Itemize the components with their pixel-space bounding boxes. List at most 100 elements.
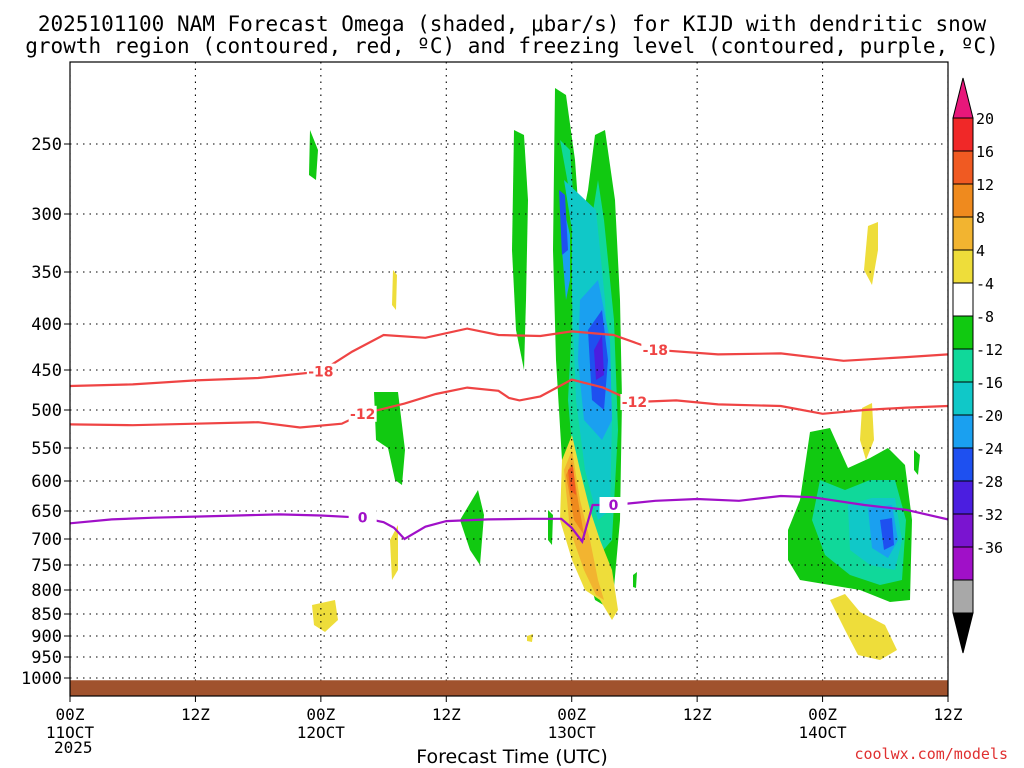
contour-label-bg [348,405,377,422]
colorbar-arrow-top [952,77,974,119]
y-tick-label: 350 [31,263,62,283]
x-tick-label: 00Z [557,705,586,724]
y-tick-label: 550 [31,439,62,459]
omega-region [880,518,894,550]
y-tick-label: 800 [31,581,62,601]
contour-line [70,327,948,388]
omega-shading [309,88,920,660]
ground-surface [70,680,948,696]
colorbar-label: -28 [976,473,1003,491]
credit-link[interactable]: coolwx.com/models [854,745,1008,763]
omega-region [914,450,920,475]
colorbar-label: -36 [976,539,1003,557]
y-tick-label: 650 [31,502,62,522]
x-tick-label: 00Z [306,705,335,724]
omega-region [312,600,338,632]
x-tick-label: 00Z [56,705,85,724]
y-tick-label: 1000 [21,669,62,689]
omega-region [392,270,397,310]
omega-region [830,594,897,660]
colorbar-label: 8 [976,209,985,227]
omega-region [864,222,878,285]
colorbar-segment [952,579,974,614]
colorbar-label: 4 [976,242,985,260]
y-tick-label: 950 [31,648,62,668]
y-tick-label: 700 [31,530,62,550]
contour-label-bg [620,394,649,410]
contour-line [70,378,948,429]
colorbar-segment [952,315,974,350]
colorbar-label: -20 [976,407,1003,425]
colorbar-label: -16 [976,374,1003,392]
omega-region [594,335,604,380]
x-tick-label: 12Z [432,705,461,724]
omega-region [559,190,568,255]
x-tick-date-label: 13OCT [548,723,597,742]
colorbar-segment [952,249,974,284]
chart-title-line-1: 2025101100 NAM Forecast Omega (shaded, μ… [37,12,987,36]
x-tick-label: 12Z [181,705,210,724]
colorbar-segment [952,513,974,548]
colorbar-segment [952,414,974,449]
x-tick-date-label: 14OCT [798,723,847,742]
y-tick-label: 900 [31,627,62,647]
contour-label: -12 [350,407,375,423]
colorbar-label: -32 [976,506,1003,524]
colorbar-segment [952,216,974,251]
colorbar-label: 20 [976,110,994,128]
x-tick-label: 00Z [808,705,837,724]
contour-label-bg [599,497,628,513]
ground-fill [70,680,948,696]
colorbar-segment [952,480,974,515]
omega-region [860,403,874,460]
colorbar-label: 12 [976,176,994,194]
omega-region [374,392,405,485]
axes: 2503003504004505005506006507007508008509… [21,135,963,742]
contour-label: -18 [643,343,668,359]
contour-line [70,494,948,545]
omega-region [527,634,533,642]
colorbar-arrow-bottom [952,612,974,654]
colorbar-label: -8 [976,308,994,326]
omega-region [460,490,484,565]
y-tick-label: 250 [31,135,62,155]
y-tick-label: 850 [31,605,62,625]
contour-lines: -18 -18 -12 -12 0 0 [70,327,948,545]
plot-frame [69,61,949,697]
grid-lines [70,62,948,696]
omega-region [390,525,398,580]
x-tick-label: 12Z [934,705,963,724]
y-tick-label: 750 [31,556,62,576]
omega-region [633,572,637,588]
colorbar-segment [952,348,974,383]
year-label: 2025 [54,738,93,757]
x-tick-date-label: 12OCT [297,723,346,742]
y-tick-label: 600 [31,472,62,492]
colorbar-segment [952,282,974,317]
colorbar: 20 16 12 8 4 -4 -8 -12 -16 -20 -24 -28 -32 -36 [952,77,1003,654]
x-axis-label: Forecast Time (UTC) [416,746,608,768]
omega-region [512,130,528,370]
colorbar-segment [952,117,974,152]
y-tick-label: 400 [31,315,62,335]
plot-area: -18 -18 -12 -12 0 0 [70,62,948,696]
chart-title-line-2: growth region (contoured, red, ºC) and f… [25,34,999,58]
contour-label-bg [348,509,377,526]
y-tick-label: 450 [31,361,62,381]
colorbar-segment [952,150,974,185]
colorbar-label: 16 [976,143,994,161]
y-tick-label: 300 [31,205,62,225]
contour-label: 0 [609,498,619,514]
contour-label: 0 [358,511,368,527]
contour-label: -18 [308,365,333,381]
colorbar-segment [952,447,974,482]
x-tick-label: 12Z [683,705,712,724]
x-tick-date-label: 11OCT [46,723,95,742]
contour-label: -12 [622,395,647,411]
colorbar-label: -12 [976,341,1003,359]
contour-label-bg [306,363,335,380]
omega-region [548,510,553,545]
colorbar-segment [952,546,974,581]
contour-label-bg [641,341,670,358]
colorbar-segment [952,381,974,416]
